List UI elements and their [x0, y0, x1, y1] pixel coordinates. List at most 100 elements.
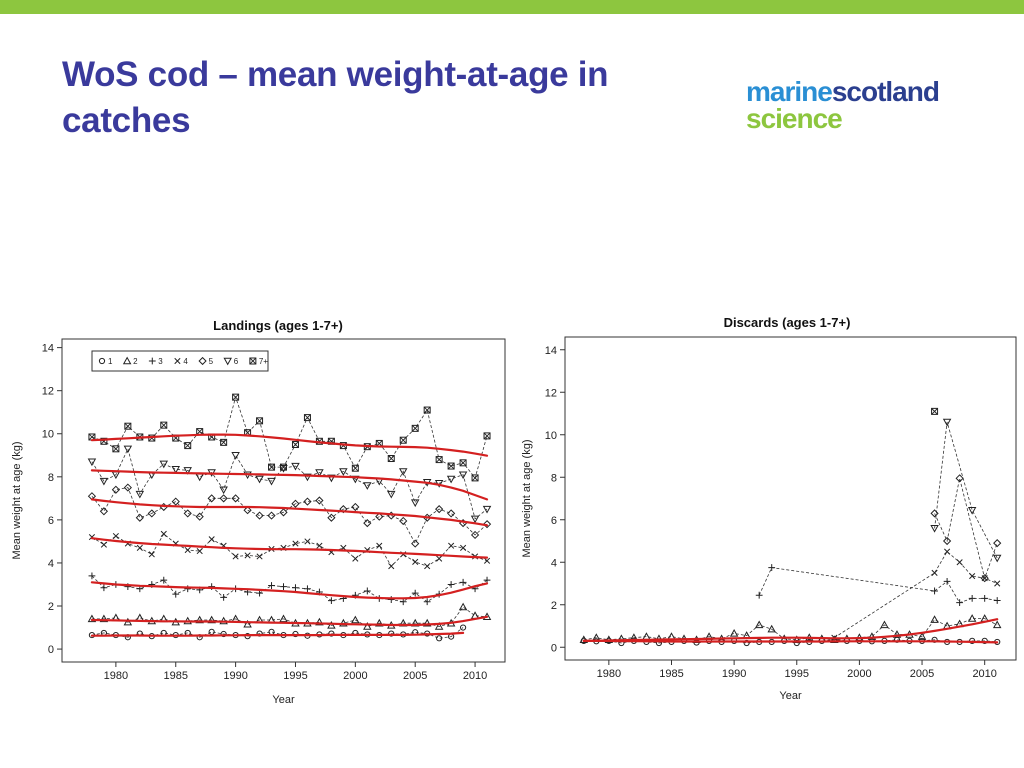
data-point: [967, 614, 977, 622]
data-point: [196, 548, 203, 555]
data-point: [99, 507, 109, 516]
data-point: [231, 494, 240, 503]
data-point: [980, 574, 989, 583]
logo-word-scotland: scotland: [831, 76, 940, 107]
data-point: [482, 520, 492, 529]
y-tick-label: 4: [48, 558, 54, 570]
data-point: [967, 506, 977, 515]
data-point: [955, 474, 964, 483]
landings-chart: Landings (ages 1-7+) 1980 1985 1990 1995 2000…: [11, 318, 506, 706]
legend-label: 4: [183, 357, 188, 366]
data-point: [232, 393, 240, 401]
data-point: [956, 599, 964, 607]
y-tick-label: 14: [545, 345, 557, 357]
data-point: [207, 494, 216, 503]
data-point: [280, 463, 287, 471]
legend-label: 2: [133, 357, 138, 366]
series-connector-line: [91, 447, 488, 520]
data-point: [351, 464, 359, 472]
data-point: [436, 635, 443, 642]
plot-frame: [564, 336, 1017, 661]
data-point: [942, 418, 952, 427]
data-point: [470, 515, 480, 524]
data-point: [931, 636, 938, 643]
data-point: [243, 619, 252, 628]
data-point: [160, 530, 167, 537]
data-point: [87, 614, 97, 623]
data-point: [981, 637, 988, 644]
data-point: [483, 557, 491, 564]
data-point: [956, 559, 963, 566]
data-point: [208, 536, 215, 543]
data-point: [195, 615, 204, 624]
data-point: [88, 572, 96, 580]
data-point: [470, 530, 480, 540]
legend-marker: [148, 357, 156, 365]
y-tick-label: 14: [42, 343, 54, 355]
data-point: [172, 590, 180, 598]
x-tick-label: 2010: [972, 668, 996, 680]
data-point: [755, 591, 763, 599]
data-point: [434, 622, 444, 630]
data-point: [993, 539, 1002, 548]
data-point: [268, 463, 276, 471]
data-point: [292, 584, 299, 592]
data-point: [304, 585, 311, 593]
y-tick-label: 8: [48, 472, 54, 484]
data-point: [994, 580, 1001, 587]
data-point: [280, 583, 287, 591]
data-point: [981, 594, 989, 602]
marine-scotland-science-logo: marinescotland science: [746, 76, 940, 133]
data-point: [448, 542, 455, 549]
series-connector-line: [583, 618, 998, 641]
data-point: [351, 615, 360, 624]
y-tick-label: 10: [42, 429, 54, 441]
y-axis-label: Mean weight at age (kg): [521, 439, 533, 557]
data-point: [100, 541, 107, 548]
x-tick-label: 1990: [722, 668, 746, 680]
data-point: [327, 474, 336, 483]
data-point: [459, 578, 467, 586]
legend-label: 3: [158, 357, 163, 366]
data-point: [880, 620, 889, 629]
data-point: [351, 502, 360, 512]
data-point: [267, 477, 276, 486]
data-point: [255, 475, 264, 484]
data-point: [99, 614, 109, 623]
data-point: [279, 508, 288, 517]
x-tick-label: 1990: [223, 670, 247, 682]
data-point: [147, 509, 156, 518]
data-point: [411, 539, 420, 548]
data-point: [327, 620, 336, 629]
series-connector-line: [934, 421, 998, 559]
legend: 1 2 3 4 5 6 7+: [91, 350, 269, 372]
data-point: [447, 581, 455, 588]
data-point: [328, 630, 335, 637]
data-point: [123, 445, 133, 454]
x-tick-label: 2005: [403, 670, 427, 682]
data-point: [279, 614, 288, 623]
y-tick-label: 8: [551, 472, 557, 484]
legend-marker: [98, 357, 106, 365]
y-tick-label: 6: [551, 515, 557, 527]
data-point: [992, 554, 1002, 563]
data-point: [243, 506, 252, 515]
data-point: [184, 546, 191, 554]
data-point: [220, 594, 228, 601]
data-point: [993, 597, 1001, 604]
data-point: [220, 630, 227, 638]
legend-marker: [249, 357, 257, 365]
data-point: [375, 512, 384, 521]
data-point: [579, 635, 589, 644]
data-point: [458, 471, 468, 480]
data-point: [931, 569, 938, 576]
data-point: [339, 618, 348, 627]
data-point: [412, 558, 419, 565]
data-point: [123, 483, 132, 492]
data-point: [398, 468, 408, 476]
data-point: [944, 548, 951, 555]
data-point: [447, 462, 455, 470]
data-point: [303, 414, 311, 422]
legend-marker: [174, 357, 181, 365]
